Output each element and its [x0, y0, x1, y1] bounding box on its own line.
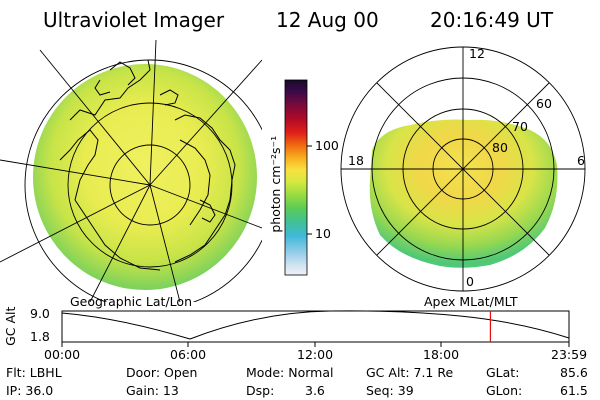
geographic-map-panel — [0, 40, 262, 302]
magnetic-polar-panel — [340, 46, 586, 292]
altitude-curve — [61, 310, 570, 340]
geo-lon-grid — [0, 40, 262, 302]
geo-lat-grid — [24, 59, 262, 302]
colorbar-tick-10: 10 — [315, 226, 331, 241]
time-label: 20:16:49 UT — [430, 8, 554, 32]
dsp-label: Dsp: — [246, 383, 275, 398]
mlt-label-0: 0 — [466, 274, 474, 289]
xtick-2359: 23:59 — [551, 347, 588, 362]
flt-info: Flt: LBHL — [6, 365, 62, 380]
date-label: 12 Aug 00 — [276, 8, 379, 32]
glat-label: GLat: — [486, 365, 520, 380]
xtick-1200: 12:00 — [297, 347, 334, 362]
auroral-image-mag — [369, 119, 558, 268]
instrument-title: Ultraviolet Imager — [43, 8, 225, 32]
colorbar-tick-100: 100 — [315, 138, 339, 153]
colorbar-unit-label: photon cm⁻²s⁻¹ — [267, 135, 283, 233]
mlat-label-70: 70 — [512, 119, 528, 134]
colorbar — [284, 79, 312, 276]
mlt-label-6: 6 — [577, 153, 585, 168]
altitude-plot — [61, 310, 570, 347]
mode-info: Mode: Normal — [246, 365, 334, 380]
mlat-label-60: 60 — [536, 96, 552, 111]
gain-info: Gain: 13 — [126, 383, 179, 398]
dsp-value: 3.6 — [305, 383, 325, 398]
magnetic-panel-label: Apex MLat/MLT — [424, 294, 518, 309]
xtick-1800: 18:00 — [423, 347, 460, 362]
altitude-ytick-high: 9.0 — [30, 306, 50, 321]
mlt-label-18: 18 — [348, 153, 364, 168]
altitude-plot-frame — [61, 310, 570, 343]
gc-alt-info: GC Alt: 7.1 Re — [366, 365, 454, 380]
glon-value: 61.5 — [560, 383, 588, 398]
altitude-ytick-low: 1.8 — [30, 329, 50, 344]
auroral-image-geo — [33, 64, 257, 290]
geographic-panel-label: Geographic Lat/Lon — [70, 294, 192, 309]
mlat-label-80: 80 — [492, 140, 508, 155]
mlt-label-12: 12 — [469, 46, 485, 61]
door-info: Door: Open — [126, 365, 198, 380]
altitude-xticks — [61, 342, 570, 347]
ip-info: IP: 36.0 — [6, 383, 54, 398]
altitude-ylabel: GC Alt — [2, 306, 18, 346]
seq-info: Seq: 39 — [366, 383, 414, 398]
glat-value: 85.6 — [560, 365, 588, 380]
glon-label: GLon: — [486, 383, 523, 398]
xtick-0600: 06:00 — [170, 347, 207, 362]
xtick-0000: 00:00 — [44, 347, 81, 362]
mag-mlt-grid — [341, 47, 585, 291]
colorbar-gradient — [284, 79, 308, 276]
